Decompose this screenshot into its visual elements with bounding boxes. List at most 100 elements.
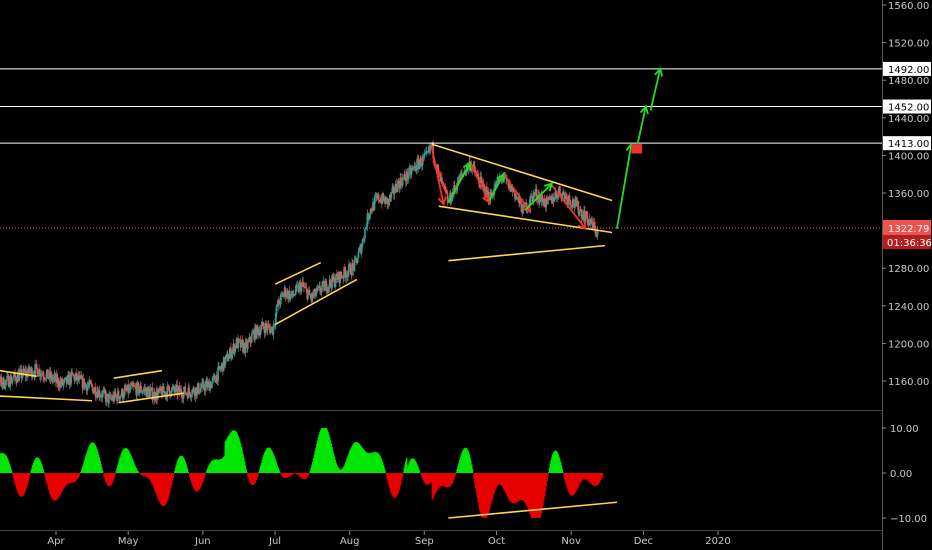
candle-body xyxy=(255,326,257,339)
candle-body xyxy=(190,394,193,398)
candle-body xyxy=(437,169,440,173)
up-arrow[interactable] xyxy=(635,106,647,151)
histogram-bar xyxy=(578,473,580,486)
candle-body xyxy=(39,375,42,377)
histogram-bar xyxy=(338,468,340,473)
channel-line[interactable] xyxy=(448,244,605,262)
histogram-bar xyxy=(583,473,585,479)
histogram-bar xyxy=(353,442,356,473)
candle-body xyxy=(298,284,300,293)
histogram-bar xyxy=(216,459,218,473)
candle-body xyxy=(536,198,539,201)
histogram-bar xyxy=(170,473,173,486)
histogram-bar xyxy=(213,459,215,473)
histogram-bar xyxy=(319,431,321,473)
histogram-bar xyxy=(401,473,403,480)
candle-body xyxy=(39,369,41,377)
candle-body xyxy=(533,192,536,195)
candle-body xyxy=(179,389,182,393)
histogram-bar xyxy=(91,442,93,473)
histogram-bar xyxy=(540,473,543,514)
histogram-bar xyxy=(381,462,384,473)
histogram-bar xyxy=(568,473,571,494)
histogram-bar xyxy=(184,461,186,473)
histogram-bar xyxy=(158,473,160,500)
histogram-bar xyxy=(155,473,158,494)
histogram-bar xyxy=(357,443,360,473)
price-panel[interactable] xyxy=(0,67,882,408)
histogram-bar xyxy=(283,473,286,478)
candle-body xyxy=(208,381,211,391)
histogram-bar xyxy=(219,459,222,473)
up-arrow[interactable] xyxy=(524,182,553,211)
histogram-bar xyxy=(405,457,408,473)
candle-body xyxy=(15,376,17,381)
histogram-bar xyxy=(84,456,87,473)
candle-body xyxy=(511,188,514,192)
candle-body xyxy=(554,192,556,200)
histogram-bar xyxy=(72,473,74,483)
candle-body xyxy=(19,369,22,371)
candle-body xyxy=(72,373,74,376)
histogram-bar xyxy=(402,472,405,473)
histogram-bar xyxy=(270,449,272,473)
histogram-bar xyxy=(148,473,150,479)
histogram-bar xyxy=(588,473,591,482)
channel-line[interactable] xyxy=(431,143,613,202)
up-arrow[interactable] xyxy=(616,143,633,229)
histogram-bar xyxy=(28,473,31,477)
candle-body xyxy=(177,386,180,389)
channel-line[interactable] xyxy=(274,261,322,285)
candle-body xyxy=(23,369,25,373)
histogram-bar xyxy=(567,473,569,491)
channel-line[interactable] xyxy=(118,392,184,404)
candle-body xyxy=(393,192,396,195)
histogram-bar xyxy=(24,473,27,491)
divergence-line[interactable] xyxy=(448,501,617,519)
candle-body xyxy=(552,197,555,202)
up-arrow[interactable] xyxy=(488,173,505,201)
histogram-bar xyxy=(220,458,222,473)
histogram-bar xyxy=(325,428,328,473)
histogram-bar xyxy=(28,473,30,480)
candle-body xyxy=(267,325,270,326)
up-arrow[interactable] xyxy=(447,162,471,203)
channel-line[interactable] xyxy=(0,368,37,378)
histogram-bar xyxy=(522,473,524,501)
histogram-bar xyxy=(201,473,203,484)
histogram-bar xyxy=(167,473,170,498)
down-arrow[interactable] xyxy=(469,162,491,203)
histogram-bar xyxy=(105,473,107,482)
candle-body xyxy=(59,381,61,388)
candle-body xyxy=(372,202,375,210)
histogram-bar xyxy=(48,473,51,493)
histogram-bar xyxy=(64,473,66,487)
channel-line[interactable] xyxy=(0,395,93,402)
histogram-bar xyxy=(233,430,235,473)
candle-body xyxy=(384,197,387,204)
down-arrow[interactable] xyxy=(551,184,587,230)
histogram-bar xyxy=(115,471,117,473)
histogram-bar xyxy=(520,473,523,500)
candle-body xyxy=(209,383,211,391)
channel-line[interactable] xyxy=(113,369,163,379)
histogram-bar xyxy=(596,473,599,485)
histogram-bar xyxy=(582,473,584,480)
oscillator-panel[interactable] xyxy=(0,428,617,519)
histogram-bar xyxy=(485,473,487,518)
channel-line[interactable] xyxy=(274,278,358,326)
candle-body xyxy=(0,376,3,386)
candle-body xyxy=(184,386,186,394)
candle-body xyxy=(421,156,424,165)
histogram-bar xyxy=(412,458,414,473)
candle-body xyxy=(92,390,95,394)
up-arrow[interactable] xyxy=(649,68,662,111)
candle-body xyxy=(193,387,195,393)
candle-body xyxy=(461,173,463,175)
candle-body xyxy=(139,385,142,391)
histogram-bar xyxy=(191,473,194,486)
down-arrow[interactable] xyxy=(430,145,445,205)
histogram-bar xyxy=(47,473,49,488)
down-arrow[interactable] xyxy=(503,173,531,213)
histogram-bar xyxy=(64,473,67,486)
